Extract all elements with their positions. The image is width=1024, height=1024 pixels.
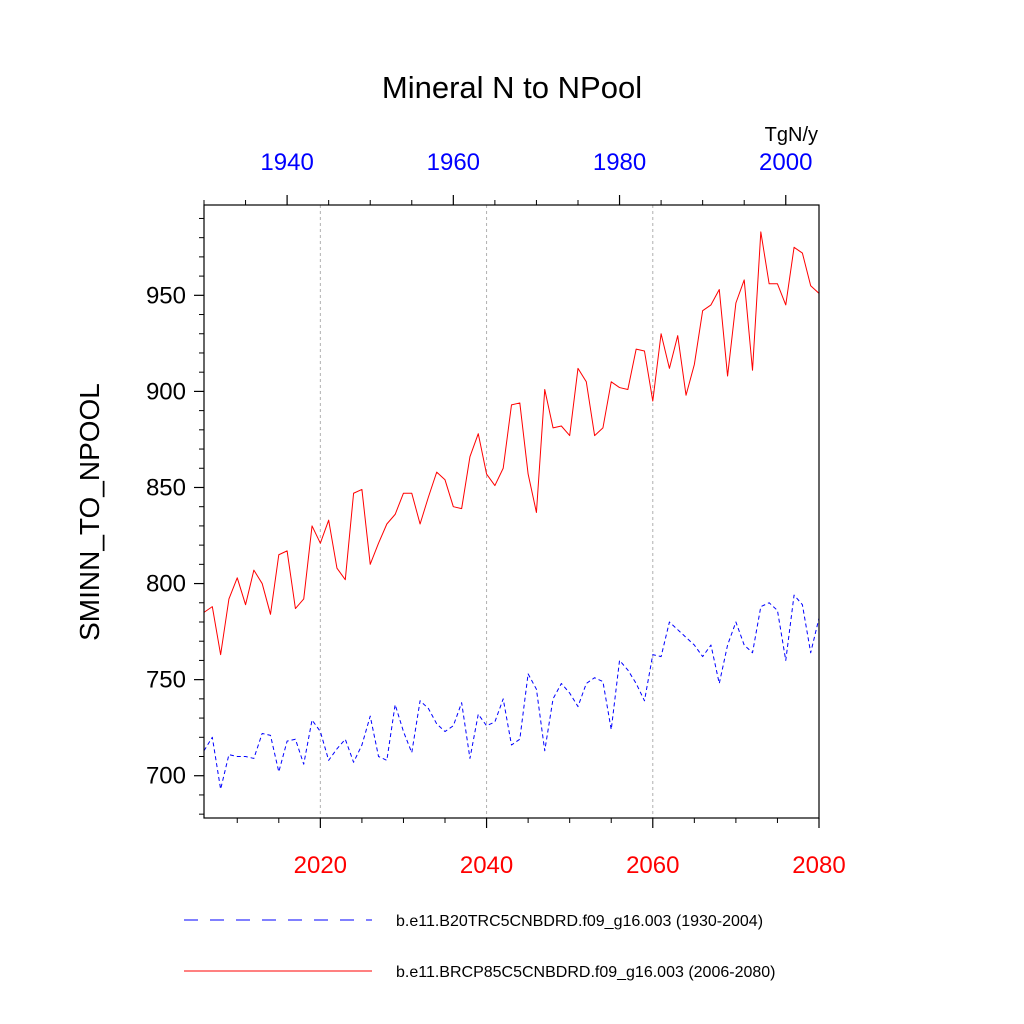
bottom-tick-label: 2040	[460, 852, 513, 879]
series-group	[203, 231, 820, 790]
y-tick-label: 950	[146, 282, 186, 309]
legend-label-rcp85: b.e11.BRCP85C5CNBDRD.f09_g16.003 (2006-2…	[396, 964, 775, 981]
gridlines	[319, 205, 654, 818]
y-tick-label: 750	[146, 667, 186, 694]
legend: b.e11.B20TRC5CNBDRD.f09_g16.003 (1930-20…	[184, 913, 775, 981]
series-line-historical	[203, 594, 820, 790]
top-tick-label: 1980	[593, 149, 646, 176]
bottom-tick-label: 2020	[294, 852, 347, 879]
series-line-rcp85	[203, 231, 820, 656]
bottom-tick-label: 2080	[792, 852, 845, 879]
y-tick-label: 700	[146, 763, 186, 790]
y-tick-label: 850	[146, 474, 186, 501]
y-tick-label: 900	[146, 378, 186, 405]
top-tick-label: 1940	[260, 149, 313, 176]
top-tick-label: 2000	[759, 149, 812, 176]
axis-labels: 700 750 800 850 900 950 2020 2040 2060 2080 1940 19…	[146, 149, 846, 879]
plot-frame	[203, 204, 820, 819]
bottom-tick-label: 2060	[626, 852, 679, 879]
y-axis-label: SMINN_TO_NPOOL	[74, 383, 105, 641]
y-tick-label: 800	[146, 571, 186, 598]
top-tick-label: 1960	[427, 149, 480, 176]
chart-title: Mineral N to NPool	[382, 70, 642, 105]
legend-label-historical: b.e11.B20TRC5CNBDRD.f09_g16.003 (1930-20…	[396, 913, 763, 930]
axis-ticks	[194, 195, 820, 828]
units-label: TgN/y	[765, 124, 818, 146]
